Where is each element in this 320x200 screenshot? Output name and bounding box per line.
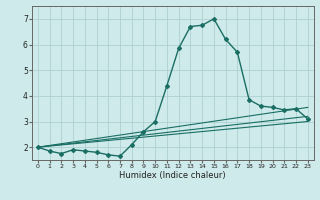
X-axis label: Humidex (Indice chaleur): Humidex (Indice chaleur) xyxy=(119,171,226,180)
